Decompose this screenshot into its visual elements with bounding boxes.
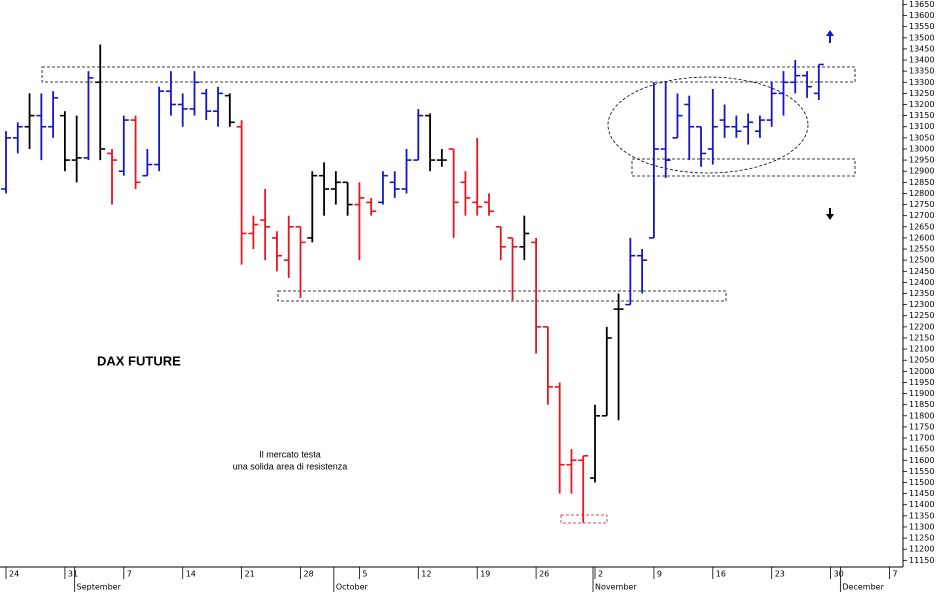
y-tick-label: 13150: [909, 111, 934, 120]
y-tick-label: 13550: [909, 22, 934, 31]
down-arrow: [826, 208, 834, 220]
y-tick-label: 12400: [909, 278, 934, 287]
y-tick-label: 12250: [909, 311, 934, 320]
y-tick-label: 12550: [909, 245, 934, 254]
y-tick-label: 11650: [909, 445, 934, 454]
y-tick-label: 12800: [909, 189, 934, 198]
resistance-box: [41, 66, 856, 83]
y-tick-label: 12850: [909, 178, 934, 187]
y-tick-label: 13500: [909, 33, 934, 42]
y-tick-label: 12300: [909, 300, 934, 309]
x-tick-label: 14: [186, 570, 196, 579]
y-tick-label: 11500: [909, 478, 934, 487]
y-tick-label: 13100: [909, 122, 934, 131]
month-label: November: [595, 583, 637, 592]
y-tick-label: 13400: [909, 56, 934, 65]
y-tick-label: 13450: [909, 44, 934, 53]
y-tick-label: 11250: [909, 534, 934, 543]
y-tick-label: 11750: [909, 422, 934, 431]
y-tick-label: 11600: [909, 456, 934, 465]
x-tick-label: 19: [480, 570, 490, 579]
x-tick-label: 31: [68, 570, 78, 579]
month-label: October: [336, 583, 369, 592]
y-tick-label: 11450: [909, 489, 934, 498]
y-tick-label: 12500: [909, 256, 934, 265]
x-tick-label: 23: [775, 570, 785, 579]
x-tick-label: 5: [362, 570, 367, 579]
y-tick-label: 11900: [909, 389, 934, 398]
y-tick-label: 11800: [909, 411, 934, 420]
x-tick-label: 21: [245, 570, 255, 579]
y-tick-label: 13050: [909, 133, 934, 142]
x-tick-label: 16: [716, 570, 726, 579]
note: Il mercato testa: [259, 449, 321, 459]
x-tick-label: 24: [9, 570, 19, 579]
note: una solida area di resistenza: [233, 461, 348, 471]
y-tick-label: 12000: [909, 367, 934, 376]
month-label: December: [842, 583, 884, 592]
y-tick-label: 13300: [909, 78, 934, 87]
x-tick-label: 9: [657, 570, 662, 579]
chart-title: DAX FUTURE: [97, 353, 181, 368]
y-tick-label: 12900: [909, 167, 934, 176]
y-tick-label: 13650: [909, 0, 934, 9]
support-box: [277, 290, 727, 302]
y-tick-label: 12450: [909, 267, 934, 276]
y-tick-label: 13200: [909, 100, 934, 109]
y-tick-label: 12650: [909, 222, 934, 231]
y-tick-label: 11400: [909, 500, 934, 509]
x-tick-label: 26: [539, 570, 549, 579]
y-tick-label: 12950: [909, 156, 934, 165]
y-tick-label: 13250: [909, 89, 934, 98]
y-tick-label: 13350: [909, 67, 934, 76]
consolidation-ellipse: [607, 76, 809, 174]
y-tick-label: 11350: [909, 511, 934, 520]
y-tick-label: 11700: [909, 434, 934, 443]
y-tick-label: 12750: [909, 200, 934, 209]
y-tick-label: 13600: [909, 11, 934, 20]
y-tick-label: 12700: [909, 211, 934, 220]
x-tick-label: 12: [421, 570, 431, 579]
support-box: [631, 158, 856, 177]
y-tick-label: 13000: [909, 144, 934, 153]
x-tick-label: 30: [834, 570, 844, 579]
y-tick-label: 12200: [909, 322, 934, 331]
x-tick-label: 2: [598, 570, 603, 579]
month-label: September: [77, 583, 122, 592]
up-arrow: [826, 30, 834, 43]
x-tick-label: 7: [127, 570, 132, 579]
y-tick-label: 11200: [909, 545, 934, 554]
x-tick-label: 7: [893, 570, 898, 579]
y-tick-label: 12100: [909, 345, 934, 354]
y-tick-label: 12050: [909, 356, 934, 365]
y-tick-label: 11150: [909, 556, 934, 565]
x-tick-label: 28: [304, 570, 314, 579]
y-tick-label: 11550: [909, 467, 934, 476]
y-tick-label: 12350: [909, 289, 934, 298]
y-tick-label: 12150: [909, 333, 934, 342]
y-tick-label: 11950: [909, 378, 934, 387]
y-tick-label: 12600: [909, 233, 934, 242]
y-tick-label: 11850: [909, 400, 934, 409]
y-tick-label: 11300: [909, 522, 934, 531]
